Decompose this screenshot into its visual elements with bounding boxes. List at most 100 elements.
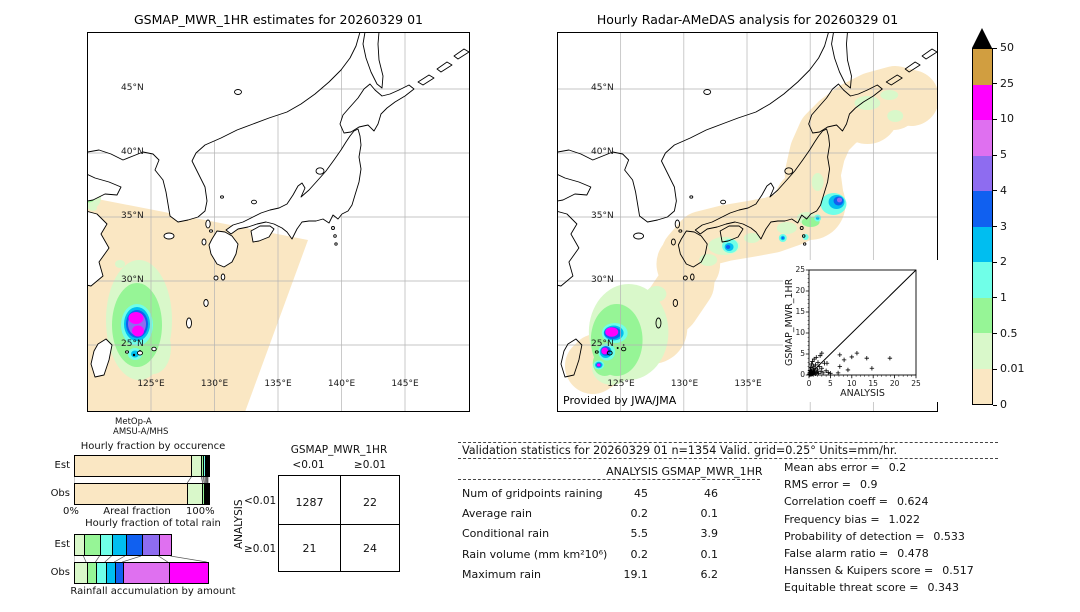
contingency-value-miss: 21 xyxy=(302,542,317,555)
colorbar-tick-label: 0.5 xyxy=(1000,326,1018,340)
occurrence-obs-bar xyxy=(74,483,210,505)
contingency-col-lt: <0.01 xyxy=(292,459,325,471)
totalrain-obs-seg-magenta xyxy=(168,563,208,583)
occurrence-est-seg-sky xyxy=(204,456,206,476)
colorbar-segment-purple xyxy=(973,155,992,191)
stats-row-label: Conditional rain xyxy=(462,527,550,541)
totalrain-est-seg-lightgreen xyxy=(84,535,101,555)
totalrain-est-seg-palegreen xyxy=(75,535,85,555)
colorbar-tick xyxy=(993,404,997,406)
occurrence-est-seg-palegreen xyxy=(191,456,202,476)
contingency-row-ge: ≥0.01 xyxy=(244,543,277,555)
colorbar-tick xyxy=(993,190,997,192)
colorbar-segment-aqua xyxy=(973,262,992,298)
contingency-value-hit: 24 xyxy=(363,542,377,555)
colorbar-tick xyxy=(993,261,997,263)
colorbar-tick xyxy=(993,226,997,227)
stats-metric-0: Mean abs error = 0.2 xyxy=(784,461,906,475)
colorbar-segment-magenta xyxy=(973,84,992,120)
totalrain-obs-seg-orchid xyxy=(123,563,169,583)
left-map xyxy=(87,32,470,412)
stats-metric-label: Correlation coeff = xyxy=(784,495,888,509)
colorbar-tick xyxy=(993,83,997,85)
totalrain-est-seg-blue xyxy=(125,535,142,555)
contingency-value-hit-none: 1287 xyxy=(295,496,324,509)
occurrence-obs-seg-aqua xyxy=(203,484,205,504)
colorbar-tick-label: 3 xyxy=(1000,219,1007,233)
stats-metric-label: Equitable threat score = xyxy=(784,581,919,595)
stats-metric-2: Correlation coeff = 0.624 xyxy=(784,495,929,509)
areal-axis-0: 0% xyxy=(63,506,79,517)
stats-col-analysis: ANALYSIS xyxy=(606,465,658,478)
occurrence-obs-seg-purple xyxy=(207,484,208,504)
stats-metric-7: Equitable threat score = 0.343 xyxy=(784,581,959,595)
colorbar-segment-wheat xyxy=(973,368,992,404)
stats-metric-5: False alarm ratio = 0.478 xyxy=(784,547,929,561)
stats-row-analysis: 0.2 xyxy=(630,507,649,521)
totalrain-obs-seg-palegreen xyxy=(75,563,88,583)
colorbar-tick-label: 10 xyxy=(1000,112,1014,126)
stats-metric-3: Frequency bias = 1.022 xyxy=(784,513,920,527)
occurrence-est-seg-wheat xyxy=(75,456,192,476)
colorbar-tick-label: 0.01 xyxy=(1000,362,1025,376)
occurrence-est-seg-magenta xyxy=(208,456,209,476)
stats-rule-top xyxy=(458,442,998,443)
totalrain-obs-bar xyxy=(74,562,209,584)
totalrain-est-seg-sky xyxy=(112,535,126,555)
totalrain-est-label: Est xyxy=(54,539,70,550)
areal-axis-title: Areal fraction xyxy=(103,506,171,517)
stats-col-gsmap: GSMAP_MWR_1HR xyxy=(661,465,763,478)
stats-row-gsmap: 46 xyxy=(704,487,718,500)
rain-cells-radar xyxy=(588,90,904,385)
occurrence-est-seg-blue xyxy=(206,456,207,476)
stats-row-label: Rain volume (mm km²10⁶) xyxy=(462,547,608,561)
stats-row-analysis: 5.5 xyxy=(630,527,649,541)
areal-axis-100: 100% xyxy=(186,506,215,517)
occurrence-obs-seg-palegreen xyxy=(186,484,203,504)
stats-metric-label: Probability of detection = xyxy=(784,529,925,543)
occurrence-est-seg-aqua xyxy=(203,456,205,476)
stats-metric-value: 0.517 xyxy=(942,564,974,578)
stats-metric-value: 0.624 xyxy=(897,495,929,509)
colorbar-segment-orchid xyxy=(973,120,992,156)
stats-row-label: Average rain xyxy=(462,507,532,521)
stats-header: Validation statistics for 20260329 01 n=… xyxy=(462,444,898,457)
stats-metric-6: Hanssen & Kuipers score = 0.517 xyxy=(784,564,974,578)
occurrence-est-bar xyxy=(74,455,210,477)
occurrence-est-seg-purple xyxy=(207,456,208,476)
colorbar-segment-tan xyxy=(973,49,992,85)
sensor-name: AMSU-A/MHS xyxy=(113,427,169,437)
totalrain-obs-seg-blue xyxy=(115,563,124,583)
occurrence-est-label: Est xyxy=(54,460,70,471)
colorbar-tick-label: 5 xyxy=(1000,148,1007,162)
contingency-table: 1287 22 21 24 xyxy=(278,475,400,572)
colorbar-tick xyxy=(993,154,997,156)
totalrain-obs-seg-lightgreen xyxy=(87,563,97,583)
stats-row-label: Num of gridpoints raining xyxy=(462,487,603,500)
totalrain-caption: Rainfall accumulation by amount xyxy=(70,586,236,597)
contingency-value-false: 22 xyxy=(363,496,377,509)
stats-rows: Num of gridpoints raining 45 46 Average rai… xyxy=(458,487,768,597)
stats-rule-mid xyxy=(458,458,998,459)
stats-metric-label: False alarm ratio = xyxy=(784,547,889,560)
totalrain-est-bar xyxy=(74,534,173,556)
colorbar-tick xyxy=(993,297,997,299)
stats-metric-value: 0.343 xyxy=(927,581,959,595)
stats-row-label: Maximum rain xyxy=(462,567,541,581)
colorbar-tick-label: 4 xyxy=(1000,183,1007,197)
totalrain-obs-seg-sky xyxy=(105,563,116,583)
colorbar-tick-label: 25 xyxy=(1000,76,1014,90)
stats-rule-cols xyxy=(458,479,760,480)
colorbar-segment-sky xyxy=(973,226,992,262)
occurrence-est-seg-lightgreen xyxy=(201,456,204,476)
stats-metric-value: 0.9 xyxy=(859,478,878,492)
occurrence-obs-seg-sky xyxy=(205,484,206,504)
colorbar-segments xyxy=(972,48,993,405)
stats-row-gsmap: 0.1 xyxy=(700,507,719,521)
satellite-name: MetOp-A xyxy=(115,417,152,427)
contingency-row-lt: <0.01 xyxy=(244,495,277,507)
right-map-title: Hourly Radar-AMeDAS analysis for 2026032… xyxy=(596,12,899,27)
colorbar-segment-palegreen xyxy=(973,333,992,369)
stats-metric-label: Mean abs error = xyxy=(784,461,880,474)
